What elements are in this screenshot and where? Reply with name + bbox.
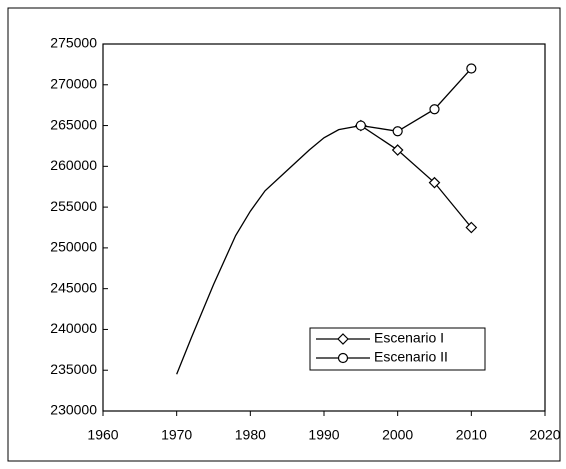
data-point (391, 144, 404, 156)
data-point (428, 176, 441, 189)
y-tick-label: 255000 (50, 198, 97, 214)
chart-border (7, 7, 561, 462)
x-tick-label: 2010 (456, 427, 487, 443)
series-line (176, 124, 361, 375)
data-point (466, 63, 477, 74)
legend-label: Escenario I (374, 330, 444, 346)
data-point (429, 104, 440, 115)
y-tick-label: 240000 (50, 320, 97, 336)
x-tick-label: 2020 (529, 427, 560, 443)
y-tick-label: 270000 (50, 75, 97, 91)
series-line (360, 125, 472, 228)
y-tick-label: 245000 (50, 279, 97, 295)
y-tick-label: 230000 (50, 402, 97, 418)
legend-box (309, 327, 486, 371)
y-tick-label: 265000 (50, 116, 97, 132)
y-tick-label: 250000 (50, 239, 97, 255)
x-tick-label: 1960 (87, 427, 118, 443)
series-line (360, 68, 472, 132)
x-tick-label: 1980 (235, 427, 266, 443)
x-tick-label: 1970 (161, 427, 192, 443)
y-tick-label: 275000 (50, 35, 97, 51)
x-tick-label: 2000 (382, 427, 413, 443)
y-tick-label: 260000 (50, 157, 97, 173)
data-point (392, 126, 403, 137)
data-point (355, 120, 366, 131)
legend-marker (337, 352, 349, 364)
x-tick-label: 1990 (308, 427, 339, 443)
y-tick-label: 235000 (50, 361, 97, 377)
legend-label: Escenario II (374, 349, 448, 365)
data-point (465, 221, 478, 234)
legend-marker (337, 333, 349, 345)
